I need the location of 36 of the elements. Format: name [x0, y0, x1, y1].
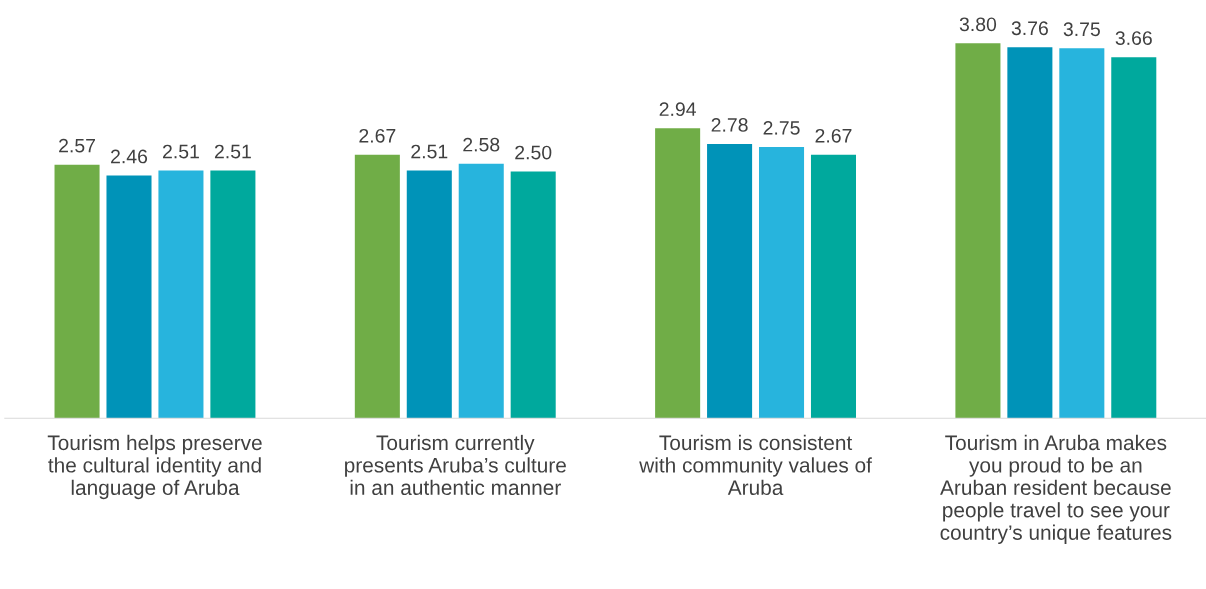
data-label: 2.51 — [163, 144, 199, 159]
data-label: 3.75 — [1063, 22, 1100, 37]
data-label: 2.57 — [59, 138, 95, 153]
x-tick-label: Tourism is consistent with community values of Aruba — [639, 434, 872, 496]
data-label: 2.51 — [411, 144, 448, 159]
x-tick-label: Tourism in Aruba makes you proud to be an Aruban resident because people travel to see your country’s unique features — [940, 434, 1172, 545]
bar — [1111, 57, 1157, 419]
bar — [810, 154, 857, 419]
bar — [1059, 48, 1105, 419]
data-label: 3.76 — [1011, 21, 1048, 36]
bar — [1007, 47, 1053, 419]
bar — [955, 43, 1001, 419]
data-label: 2.78 — [711, 118, 748, 132]
bar — [707, 143, 753, 419]
data-label: 2.58 — [463, 137, 500, 152]
bar — [458, 163, 504, 419]
data-label: 2.50 — [515, 145, 552, 160]
data-label: 2.67 — [815, 128, 852, 143]
bar — [510, 171, 556, 419]
x-tick-label: Tourism helps preserve the cultural identity and language of Aruba — [47, 434, 262, 500]
bar — [406, 170, 452, 419]
x-tick-label: Tourism currently presents Aruba’s culture in an authentic manner — [345, 434, 566, 496]
data-label: 2.51 — [214, 144, 251, 159]
data-label: 3.66 — [1115, 31, 1152, 45]
bar — [106, 175, 152, 419]
data-label: 2.67 — [359, 128, 396, 143]
data-label: 2.46 — [111, 149, 148, 164]
bar — [354, 154, 400, 419]
bar — [210, 170, 256, 419]
bar — [759, 146, 805, 419]
bar — [54, 164, 100, 419]
data-label: 2.75 — [763, 120, 800, 135]
bar — [655, 128, 701, 419]
data-label: 3.80 — [959, 17, 997, 32]
data-label: 2.94 — [659, 102, 696, 117]
bar — [158, 170, 204, 419]
